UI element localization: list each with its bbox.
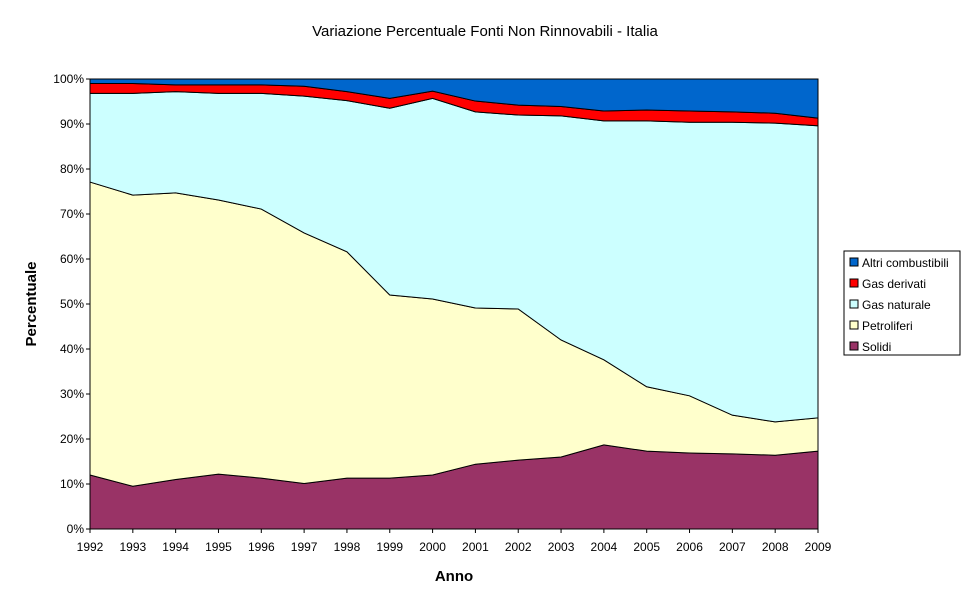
legend-box — [843, 250, 961, 356]
legend-label: Gas naturale — [862, 298, 931, 312]
x-tick-label: 1995 — [205, 540, 232, 554]
legend-label: Petroliferi — [862, 319, 913, 333]
y-axis-label: Percentuale — [23, 261, 40, 346]
areas — [89, 78, 819, 530]
x-tick-label: 2009 — [805, 540, 832, 554]
x-tick-label: 2005 — [633, 540, 660, 554]
chart-title: Variazione Percentuale Fonti Non Rinnova… — [312, 23, 658, 40]
x-tick-label: 2004 — [591, 540, 618, 554]
legend-swatch — [849, 257, 859, 267]
y-tick-label: 90% — [60, 117, 84, 131]
y-tick-label: 100% — [53, 72, 84, 86]
x-tick-label: 2001 — [462, 540, 489, 554]
y-tick-label: 60% — [60, 252, 84, 266]
legend-label: Altri combustibili — [862, 256, 949, 270]
axes: 0% 10% 20% 30% 40% 50% 60% 70% 80% 90% 100% 1992 199… — [53, 72, 831, 554]
y-tick-label: 10% — [60, 477, 84, 491]
y-tick-label: 80% — [60, 162, 84, 176]
legend-swatch — [849, 320, 859, 330]
x-tick-label: 2000 — [419, 540, 446, 554]
x-tick-label: 1992 — [77, 540, 104, 554]
x-tick-label: 2008 — [762, 540, 789, 554]
x-tick-label: 2003 — [548, 540, 575, 554]
legend: Altri combustibili Gas derivati Gas natura… — [843, 250, 961, 356]
legend-swatch — [849, 278, 859, 288]
legend-swatch — [849, 341, 859, 351]
x-tick-label: 1998 — [334, 540, 361, 554]
y-tick-label: 20% — [60, 432, 84, 446]
x-axis-label: Anno — [435, 568, 473, 585]
y-tick-label: 30% — [60, 387, 84, 401]
y-tick-label: 40% — [60, 342, 84, 356]
legend-label: Solidi — [862, 340, 891, 354]
x-tick-label: 2007 — [719, 540, 746, 554]
y-tick-label: 0% — [67, 522, 85, 536]
x-tick-label: 1994 — [162, 540, 189, 554]
x-tick-label: 1993 — [119, 540, 146, 554]
y-tick-label: 50% — [60, 297, 84, 311]
x-tick-label: 1997 — [291, 540, 318, 554]
y-tick-label: 70% — [60, 207, 84, 221]
x-tick-label: 1996 — [248, 540, 275, 554]
x-tick-label: 2006 — [676, 540, 703, 554]
legend-swatch — [849, 299, 859, 309]
legend-label: Gas derivati — [862, 277, 926, 291]
x-tick-label: 1999 — [376, 540, 403, 554]
x-tick-label: 2002 — [505, 540, 532, 554]
